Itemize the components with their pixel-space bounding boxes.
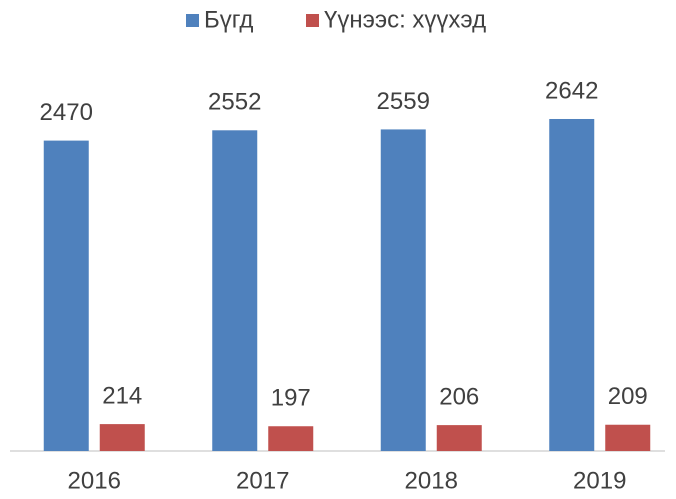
bar	[212, 130, 258, 452]
x-tick-label: 2019	[573, 467, 626, 494]
legend-label: Бүгд	[204, 6, 253, 33]
bar	[436, 425, 482, 451]
data-label: 209	[608, 383, 648, 410]
data-label: 206	[439, 383, 479, 410]
x-tick-label: 2017	[236, 467, 289, 494]
x-tick-label: 2018	[405, 467, 458, 494]
data-label: 197	[271, 385, 311, 412]
legend-swatch	[306, 14, 319, 27]
legend-swatch	[186, 14, 199, 27]
bar	[380, 129, 426, 451]
data-label: 2559	[377, 88, 430, 115]
bar	[605, 424, 651, 451]
bar	[43, 140, 89, 451]
data-label: 2470	[40, 99, 93, 126]
data-label: 214	[102, 382, 142, 409]
x-tick-label: 2016	[68, 467, 121, 494]
data-label: 2642	[545, 77, 598, 104]
bar	[99, 424, 145, 451]
data-label: 2552	[208, 89, 261, 116]
legend-label: Үүнээс: хүүхэд	[324, 6, 486, 33]
bar	[268, 426, 314, 451]
bar	[549, 118, 595, 451]
